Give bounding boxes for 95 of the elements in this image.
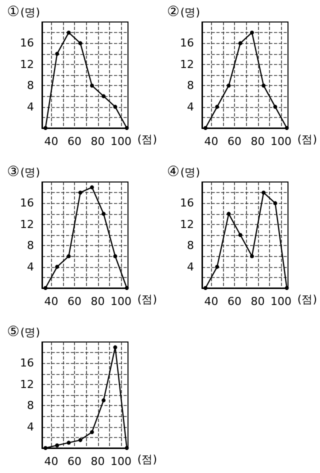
point bbox=[113, 254, 118, 258]
x-tick-label: 40 bbox=[204, 295, 218, 308]
y-tick-label: 16 bbox=[20, 36, 34, 50]
y-axis-title: (명) bbox=[180, 166, 200, 179]
x-tick-label: 40 bbox=[44, 455, 58, 468]
point bbox=[102, 94, 106, 98]
point bbox=[203, 126, 208, 130]
point bbox=[55, 443, 60, 448]
x-axis-title: (점) bbox=[137, 453, 158, 466]
point bbox=[66, 30, 71, 35]
point bbox=[43, 126, 48, 130]
y-tick-label: 12 bbox=[180, 58, 194, 71]
point bbox=[43, 446, 48, 450]
y-tick-label: 4 bbox=[187, 260, 194, 274]
point bbox=[250, 30, 254, 35]
y-tick-label: 4 bbox=[27, 100, 34, 114]
y-tick-label: 8 bbox=[187, 239, 194, 252]
x-tick-label: 100 bbox=[270, 135, 292, 148]
point bbox=[78, 438, 82, 442]
point bbox=[113, 104, 118, 109]
y-axis-title: (명) bbox=[20, 6, 40, 19]
chart-title: ② bbox=[167, 4, 180, 20]
x-tick-label: 40 bbox=[204, 135, 218, 148]
y-axis-title: (명) bbox=[180, 6, 200, 19]
y-tick-label: 8 bbox=[27, 399, 34, 412]
point bbox=[66, 440, 71, 445]
y-tick-label: 12 bbox=[20, 218, 34, 231]
y-tick-label: 4 bbox=[27, 260, 34, 274]
point bbox=[113, 345, 118, 350]
x-tick-label: 40 bbox=[44, 295, 58, 308]
y-tick-label: 16 bbox=[180, 196, 194, 210]
x-axis-title: (점) bbox=[297, 133, 318, 146]
y-tick-label: 16 bbox=[20, 356, 34, 370]
point bbox=[78, 41, 82, 46]
point bbox=[250, 254, 254, 258]
point bbox=[215, 264, 220, 269]
y-axis-title: (명) bbox=[20, 166, 40, 179]
point bbox=[102, 398, 106, 402]
chart-title: ③ bbox=[7, 164, 20, 180]
y-tick-label: 12 bbox=[20, 378, 34, 391]
point bbox=[90, 185, 94, 190]
point bbox=[273, 201, 278, 206]
x-tick-label: 60 bbox=[228, 135, 242, 148]
point bbox=[273, 104, 278, 109]
y-tick-label: 12 bbox=[180, 218, 194, 231]
y-tick-label: 8 bbox=[187, 79, 194, 92]
point bbox=[90, 84, 94, 88]
chart-title: ⑤ bbox=[7, 324, 20, 340]
x-tick-label: 60 bbox=[68, 455, 82, 468]
y-tick-label: 8 bbox=[27, 239, 34, 252]
point bbox=[90, 430, 94, 434]
x-axis-title: (점) bbox=[137, 133, 158, 146]
chart-title: ④ bbox=[167, 164, 180, 180]
x-tick-label: 100 bbox=[110, 295, 132, 308]
chart-title: ① bbox=[7, 4, 20, 20]
point bbox=[124, 446, 129, 450]
x-axis-title: (점) bbox=[137, 293, 158, 306]
x-tick-label: 40 bbox=[44, 135, 58, 148]
point bbox=[238, 233, 242, 237]
y-tick-label: 16 bbox=[20, 196, 34, 210]
point bbox=[262, 190, 266, 195]
x-tick-label: 100 bbox=[110, 455, 132, 468]
point bbox=[203, 286, 208, 290]
point bbox=[262, 84, 266, 88]
y-axis-title: (명) bbox=[20, 326, 40, 339]
point bbox=[43, 286, 48, 290]
point bbox=[238, 41, 242, 46]
point bbox=[102, 212, 106, 216]
x-tick-label: 80 bbox=[90, 135, 105, 148]
y-tick-label: 4 bbox=[27, 420, 34, 434]
point bbox=[78, 190, 82, 195]
y-tick-label: 16 bbox=[180, 36, 194, 50]
x-tick-label: 80 bbox=[90, 295, 105, 308]
y-tick-label: 8 bbox=[27, 79, 34, 92]
point bbox=[284, 286, 289, 290]
point bbox=[124, 286, 129, 290]
x-tick-label: 80 bbox=[90, 455, 105, 468]
point bbox=[124, 126, 129, 130]
x-axis-title: (점) bbox=[297, 293, 318, 306]
x-tick-label: 80 bbox=[250, 135, 265, 148]
point bbox=[66, 254, 71, 258]
x-tick-label: 60 bbox=[68, 135, 82, 148]
x-tick-label: 80 bbox=[250, 295, 265, 308]
point bbox=[55, 52, 60, 56]
x-tick-label: 100 bbox=[270, 295, 292, 308]
point bbox=[55, 264, 60, 269]
x-tick-label: 60 bbox=[228, 295, 242, 308]
point bbox=[215, 104, 220, 109]
y-tick-label: 12 bbox=[20, 58, 34, 71]
point bbox=[284, 126, 289, 130]
x-tick-label: 100 bbox=[110, 135, 132, 148]
point bbox=[226, 212, 231, 216]
point bbox=[226, 84, 231, 88]
y-tick-label: 4 bbox=[187, 100, 194, 114]
x-tick-label: 60 bbox=[68, 295, 82, 308]
